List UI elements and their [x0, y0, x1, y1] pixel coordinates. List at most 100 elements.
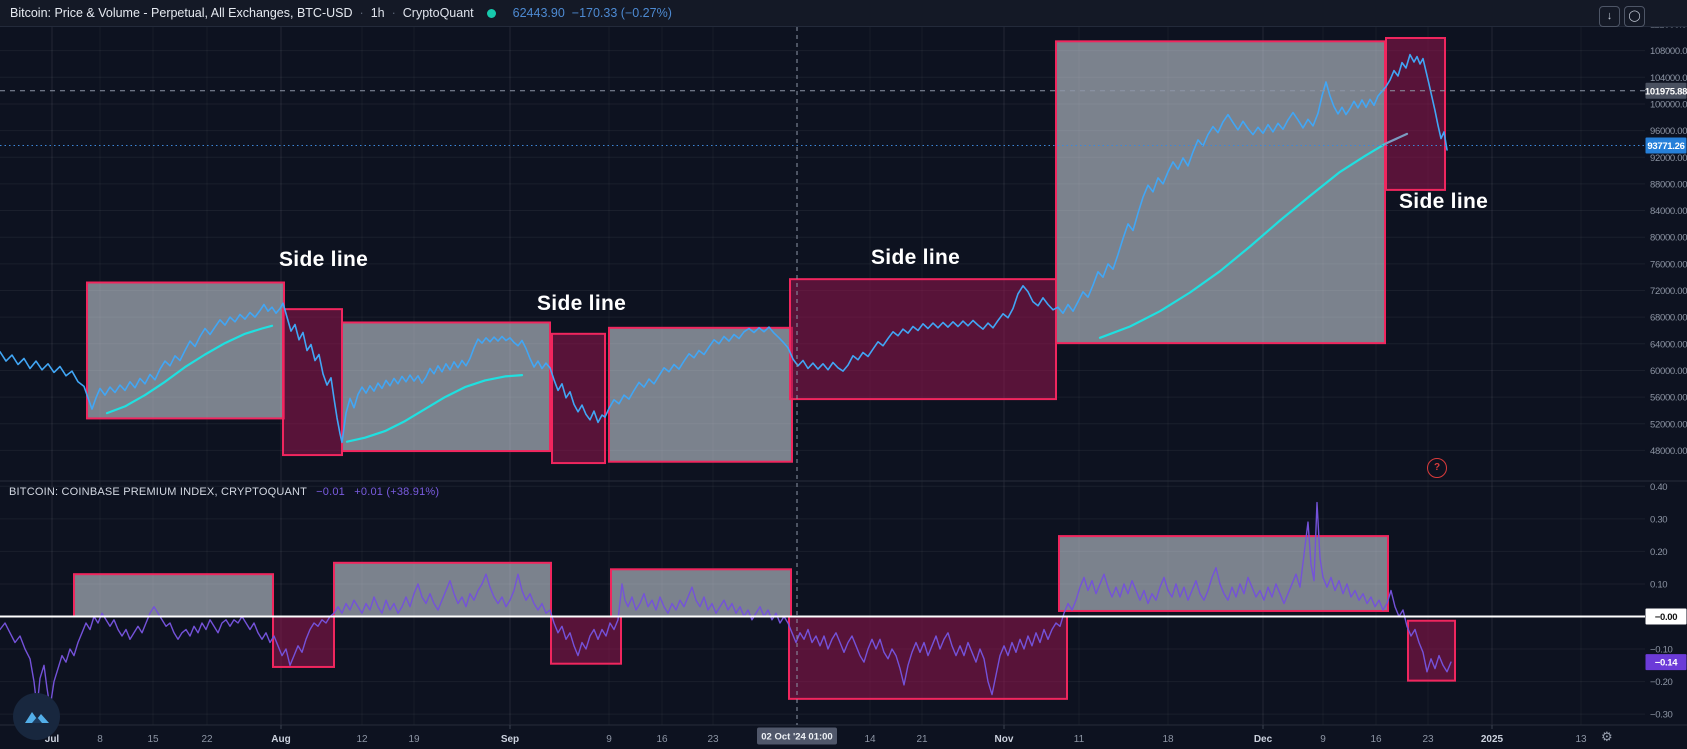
price-axis-tick-label[interactable]: 92000.00 — [1650, 153, 1687, 164]
blue-price-badge-label: 93771.26 — [1647, 141, 1684, 152]
sideline-range-box[interactable] — [73, 573, 274, 618]
sideline-breakout-box[interactable] — [550, 615, 622, 665]
price-axis-tick-label[interactable]: 108000.00 — [1650, 46, 1687, 57]
sideline-breakout-box[interactable] — [551, 332, 606, 465]
price-axis-tick-label[interactable]: 0.10 — [1650, 579, 1668, 590]
price-axis-tick-label[interactable]: 56000.00 — [1650, 393, 1687, 404]
time-axis-label[interactable]: Sep — [501, 734, 519, 745]
side-line-label[interactable]: Side line — [1399, 190, 1489, 213]
price-axis-tick-label[interactable]: 84000.00 — [1650, 206, 1687, 217]
time-axis-label[interactable]: 18 — [1162, 734, 1174, 745]
blue-price-badge — [1645, 137, 1687, 154]
price-change-value: −170.33 (−0.27%) — [571, 6, 672, 20]
moving-average-tail — [1383, 132, 1409, 145]
time-axis-label[interactable]: Dec — [1254, 734, 1273, 745]
purple-price-badge-label: −0.14 — [1655, 658, 1679, 669]
crosshair-time-badge — [757, 727, 837, 745]
indicator-error-icon[interactable]: ? — [1427, 458, 1447, 478]
interval-label[interactable]: 1h — [370, 6, 385, 20]
time-axis-label[interactable]: 9 — [606, 734, 612, 745]
purple-price-badge — [1645, 654, 1687, 671]
price-axis-tick-label[interactable]: 88000.00 — [1650, 179, 1687, 190]
settings-gear-icon[interactable]: ⚙ — [1601, 729, 1613, 744]
status-dot-icon — [486, 8, 496, 18]
moving-average-cyan — [105, 324, 274, 415]
price-axis-tick-label[interactable]: 0.30 — [1650, 514, 1668, 525]
price-axis-tick-label[interactable]: 72000.00 — [1650, 286, 1687, 297]
time-axis-label[interactable]: 22 — [201, 734, 213, 745]
price-axis-tick-label[interactable]: 52000.00 — [1650, 419, 1687, 430]
sideline-range-box[interactable] — [610, 568, 792, 618]
price-axis-tick-label[interactable]: 0.40 — [1650, 482, 1668, 493]
gray-price-badge-label: 101975.88 — [1645, 86, 1687, 97]
time-axis-label[interactable]: 2025 — [1481, 734, 1504, 745]
side-line-label[interactable]: Side line — [279, 248, 369, 271]
side-line-label[interactable]: Side line — [537, 292, 627, 315]
indicator-value-1: −0.01 — [316, 486, 346, 498]
time-axis-label[interactable]: 9 — [1320, 734, 1326, 745]
circle-button[interactable]: ◯ — [1624, 6, 1645, 27]
time-axis-label[interactable]: 11 — [1074, 734, 1085, 745]
sideline-breakout-box[interactable] — [272, 615, 335, 668]
indicator-title-row: BITCOIN: COINBASE PREMIUM INDEX, CRYPTOQ… — [9, 486, 439, 498]
white-price-badge — [1645, 608, 1687, 625]
chart-corner-buttons: ↓ ◯ — [1599, 6, 1645, 27]
gray-price-badge — [1645, 82, 1687, 99]
sideline-range-box[interactable] — [1058, 535, 1389, 612]
price-axis-tick-label[interactable]: 96000.00 — [1650, 126, 1687, 137]
last-price-value: 62443.90 — [512, 6, 565, 20]
download-icon: ↓ — [1606, 10, 1613, 22]
sideline-range-box[interactable] — [608, 326, 793, 463]
time-axis-label[interactable]: 23 — [707, 734, 719, 745]
price-axis-tick-label[interactable]: 104000.00 — [1650, 73, 1687, 84]
price-axis-tick-label[interactable]: −0.10 — [1650, 645, 1673, 656]
crosshair-time-badge-label: 02 Oct '24 01:00 — [761, 732, 832, 743]
time-axis-label[interactable]: 14 — [864, 734, 876, 745]
price-axis-tick-label[interactable]: 68000.00 — [1650, 313, 1687, 324]
toolbar: Bitcoin: Price & Volume - Perpetual, All… — [0, 0, 1687, 27]
side-line-label[interactable]: Side line — [871, 246, 961, 269]
time-axis-label[interactable]: 16 — [656, 734, 668, 745]
sideline-breakout-box[interactable] — [788, 615, 1068, 700]
btc-usd-price — [0, 53, 1448, 444]
sideline-range-box[interactable] — [333, 561, 552, 618]
time-axis-label[interactable]: 15 — [147, 734, 159, 745]
time-axis-label[interactable]: 23 — [1422, 734, 1434, 745]
time-axis-label[interactable]: Nov — [995, 734, 1014, 745]
download-button[interactable]: ↓ — [1599, 6, 1620, 27]
indicator-value-2: +0.01 (+38.91%) — [354, 486, 440, 498]
coinbase-premium-index — [0, 501, 1452, 709]
price-axis-tick-label[interactable]: 80000.00 — [1650, 233, 1687, 244]
symbol-title[interactable]: Bitcoin: Price & Volume - Perpetual, All… — [10, 6, 353, 20]
sideline-range-box[interactable] — [341, 321, 551, 453]
price-axis-tick-label[interactable]: −0.20 — [1650, 677, 1673, 688]
price-axis-tick-label[interactable]: 100000.00 — [1650, 99, 1687, 110]
sideline-range-box[interactable] — [1055, 40, 1386, 345]
vendor-label[interactable]: CryptoQuant — [402, 6, 474, 20]
time-axis-label[interactable]: 16 — [1370, 734, 1382, 745]
indicator-title[interactable]: BITCOIN: COINBASE PREMIUM INDEX, CRYPTOQ… — [9, 486, 307, 498]
price-axis-tick-label[interactable]: 60000.00 — [1650, 366, 1687, 377]
price-axis-tick-label[interactable]: 64000.00 — [1650, 339, 1687, 350]
price-axis-tick-label[interactable]: 76000.00 — [1650, 259, 1687, 270]
time-axis-label[interactable]: 12 — [356, 734, 368, 745]
time-axis-label[interactable]: 13 — [1575, 734, 1587, 745]
separator-dot: · — [391, 6, 396, 20]
price-axis-tick-label[interactable]: 48000.00 — [1650, 446, 1687, 457]
separator-dot: · — [359, 6, 364, 20]
time-axis-label[interactable]: Aug — [271, 734, 290, 745]
time-axis-label[interactable]: 21 — [916, 734, 928, 745]
circle-icon: ◯ — [1628, 10, 1641, 22]
time-axis-label[interactable]: Jul — [45, 734, 60, 745]
price-axis-tick-label[interactable]: −0.30 — [1650, 710, 1673, 721]
cryptoquant-logo-glyph — [24, 711, 49, 723]
moving-average-cyan — [1098, 142, 1387, 339]
cryptoquant-logo[interactable] — [13, 693, 60, 740]
price-axis-tick-label[interactable]: 0.20 — [1650, 547, 1668, 558]
time-axis-label[interactable]: 19 — [408, 734, 420, 745]
moving-average-cyan — [345, 374, 524, 443]
white-price-badge-label: −0.00 — [1655, 612, 1678, 623]
time-axis-label[interactable]: 8 — [97, 734, 103, 745]
